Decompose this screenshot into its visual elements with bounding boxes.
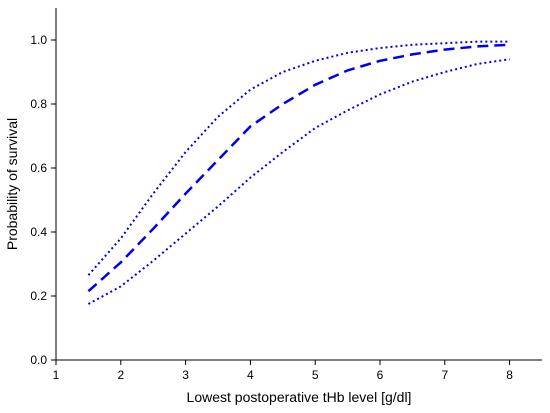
- y-tick-label: 0.2: [30, 289, 47, 303]
- y-tick-label: 1.0: [30, 33, 47, 47]
- lower-bound-dotted-line: [87, 58, 510, 305]
- x-tick-label: 3: [182, 368, 189, 382]
- y-tick-label: 0.4: [30, 225, 47, 239]
- y-tick-label: 0.0: [30, 353, 47, 367]
- x-axis-title: Lowest postoperative tHb level [g/dl]: [187, 389, 412, 405]
- x-tick-label: 7: [441, 368, 448, 382]
- upper-bound-dotted-line: [87, 40, 510, 276]
- x-tick-label: 8: [506, 368, 513, 382]
- x-tick-label: 5: [312, 368, 319, 382]
- x-axis-ticks: 1 2 3 4 5 6 7 8: [53, 360, 513, 382]
- x-tick-label: 4: [247, 368, 254, 382]
- y-tick-label: 0.8: [30, 97, 47, 111]
- y-axis-title: Probability of survival: [4, 118, 20, 250]
- x-tick-label: 1: [53, 368, 60, 382]
- y-tick-label: 0.6: [30, 161, 47, 175]
- plot-area: 1 2 3 4 5 6 7 8 0.0 0.2 0.4 0.6 0.8 1.0: [30, 8, 542, 382]
- y-axis-ticks: 0.0 0.2 0.4 0.6 0.8 1.0: [30, 33, 56, 367]
- series-lines: [87, 40, 510, 305]
- x-tick-label: 2: [117, 368, 124, 382]
- x-tick-label: 6: [377, 368, 384, 382]
- estimate-dashed-line: [87, 43, 510, 293]
